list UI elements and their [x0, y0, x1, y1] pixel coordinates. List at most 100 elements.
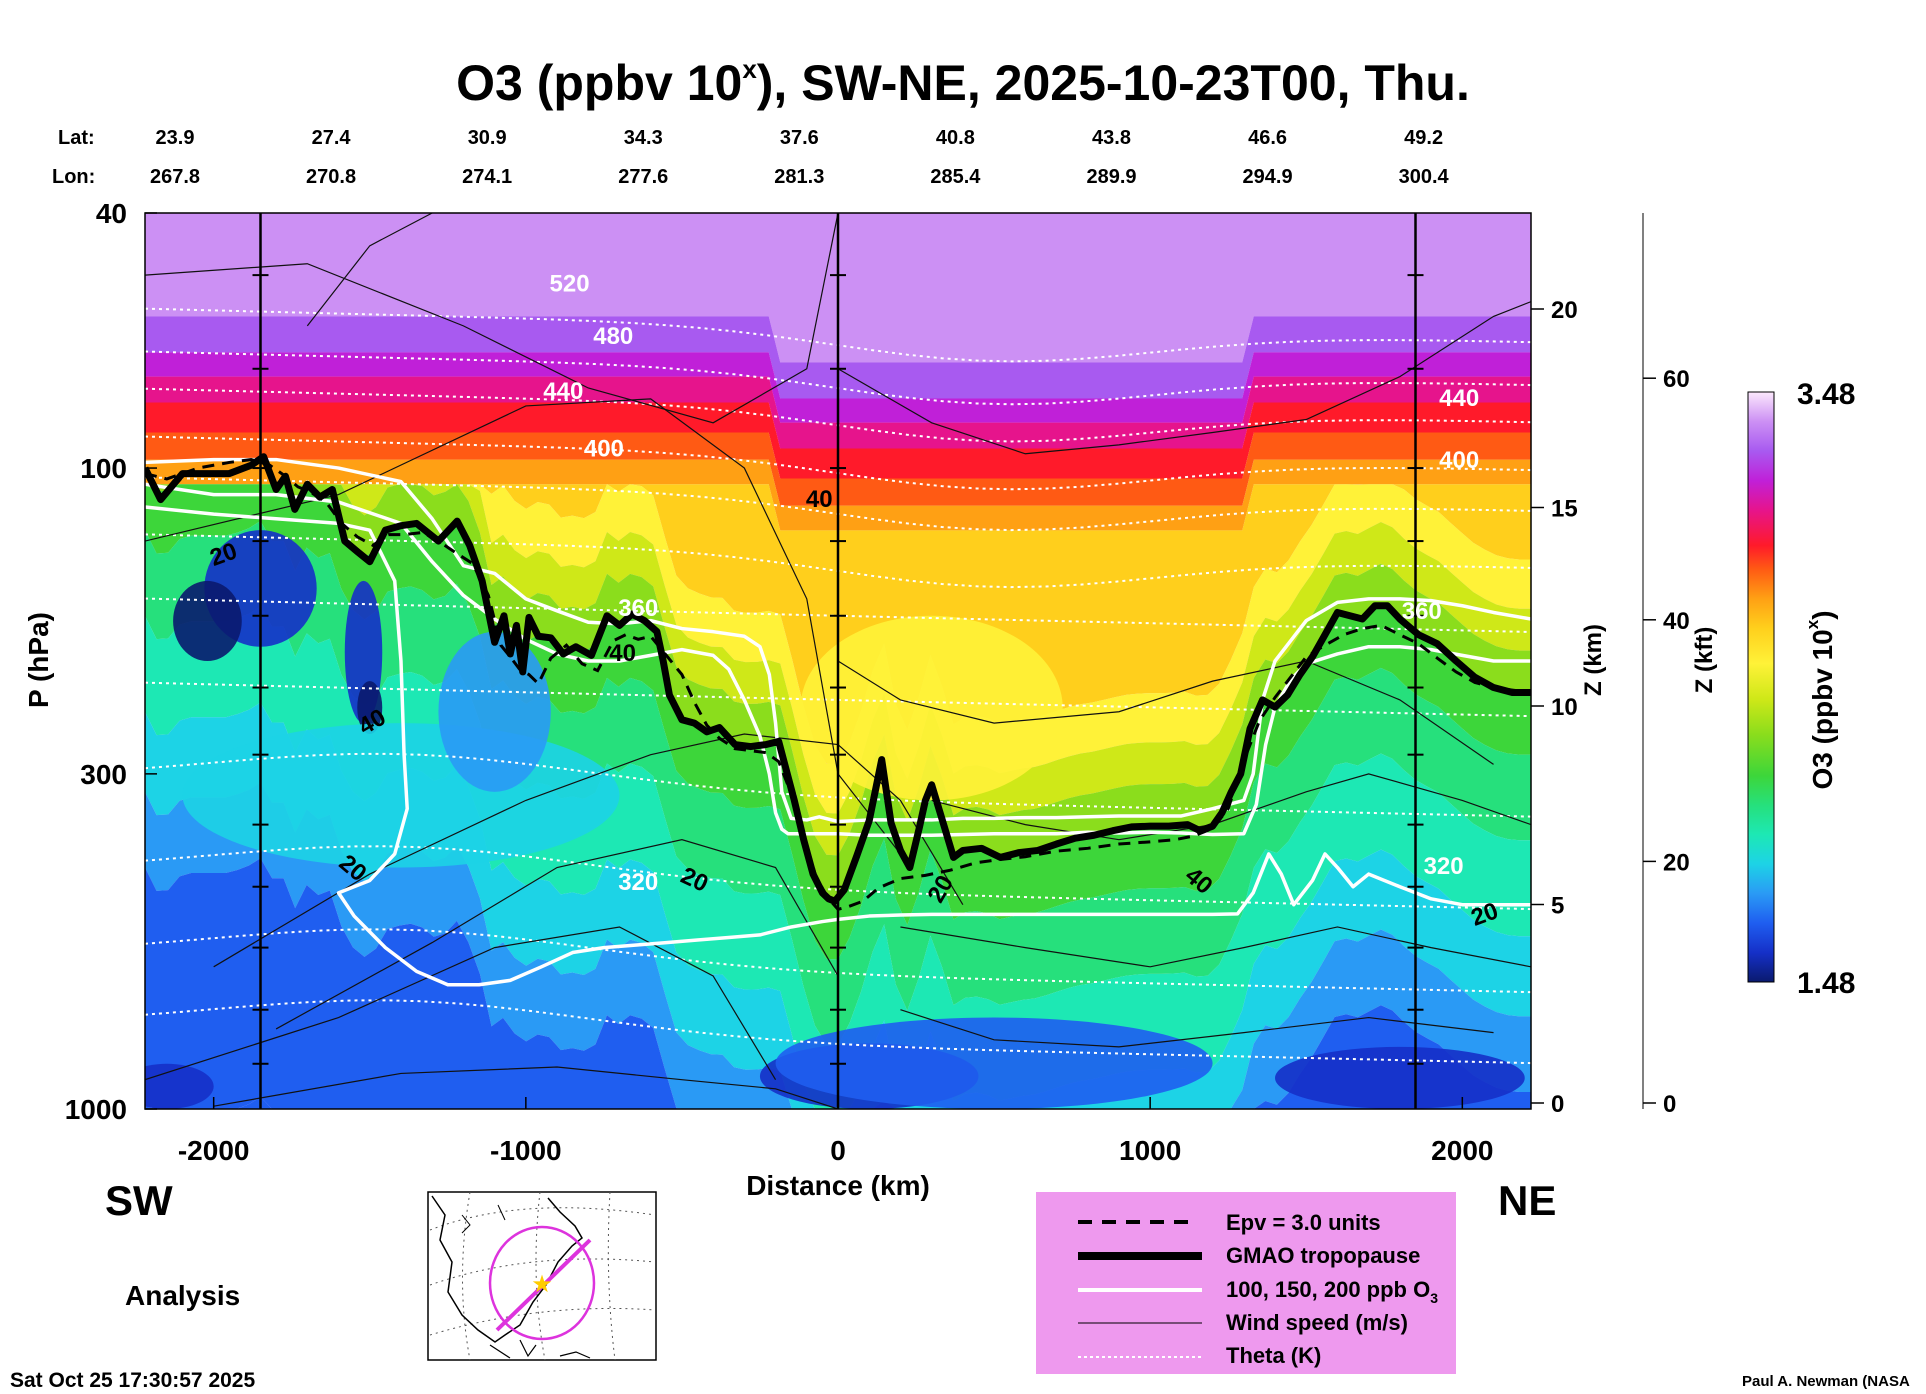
wind-contour	[306, 213, 433, 327]
lat-value: 40.8	[936, 127, 975, 149]
ozone-band	[145, 316, 1531, 399]
ozone-blob	[173, 580, 242, 661]
wind-contour	[900, 926, 1531, 968]
wind-speed-contours	[145, 213, 1531, 1109]
author-credit: Paul A. Newman (NASA	[1742, 1373, 1910, 1390]
x-axis-label: Distance (km)	[746, 1170, 930, 1201]
timestamp: Sat Oct 25 17:30:57 2025	[10, 1369, 255, 1392]
legend-label-wind: Wind speed (m/s)	[1226, 1310, 1408, 1335]
z-kft-tick-label: 40	[1663, 608, 1690, 635]
lon-value: 294.9	[1243, 166, 1293, 188]
lat-value: 30.9	[468, 127, 507, 149]
theta-label: 360	[618, 595, 658, 622]
lat-lon-header: 23.9 27.4 30.9 34.3 37.6 40.8 43.8 46.6 49.2 267.…	[150, 127, 1450, 188]
wind-contour	[213, 1066, 839, 1109]
inset-map-ellipse	[488, 1225, 596, 1341]
ozone-band	[145, 376, 1531, 449]
wind-contour	[145, 398, 901, 855]
y-tick-label: 100	[80, 453, 127, 484]
lat-header-label: Lat:	[58, 127, 95, 149]
lon-value: 281.3	[774, 166, 824, 188]
z-kft-tick-label: 60	[1663, 366, 1690, 393]
z-km-tick-label: 10	[1551, 694, 1578, 721]
colorbar-axis-label: O3 (ppbv 10x)	[1803, 610, 1838, 789]
wind-contour	[145, 926, 777, 1081]
theta-label: 320	[618, 869, 658, 896]
ozone-band	[145, 606, 1531, 1109]
legend-label-theta: Theta (K)	[1226, 1343, 1321, 1368]
lat-value: 34.3	[624, 127, 663, 149]
y-tick-label: 300	[80, 759, 127, 790]
theta-label: 400	[584, 436, 624, 463]
wind-contour	[275, 839, 839, 1030]
lon-value: 270.8	[306, 166, 356, 188]
lon-value: 277.6	[618, 166, 668, 188]
ozone-blob	[357, 681, 383, 735]
z-km-axis-label: Z (km)	[1580, 624, 1607, 696]
wind-contour	[837, 301, 1531, 455]
ozone-band	[145, 352, 1531, 423]
x-tick-label: 0	[830, 1135, 846, 1166]
legend: Epv = 3.0 units GMAO tropopause 100, 150…	[1036, 1192, 1456, 1374]
ozone-band	[145, 484, 1531, 814]
ozone-band	[145, 484, 1531, 856]
lat-value: 27.4	[312, 127, 352, 149]
lat-value: 43.8	[1092, 127, 1131, 149]
o3-white-contours	[145, 457, 1531, 987]
x-tick-label: 2000	[1431, 1135, 1493, 1166]
legend-label-o3: 100, 150, 200 ppb O3	[1226, 1277, 1438, 1306]
wind-contour	[931, 773, 1531, 841]
tropopause-line	[145, 453, 1531, 905]
z-km-tick-label: 5	[1551, 893, 1564, 920]
ozone-band	[145, 484, 1531, 898]
axes: -2000 -1000 0 1000 2000 40 100 300 1000 0 5 10 15 20 0…	[65, 198, 1690, 1166]
theta-label: 440	[1439, 385, 1479, 412]
theta-label: 360	[1402, 598, 1442, 625]
lon-value: 285.4	[930, 166, 981, 188]
lat-value: 46.6	[1248, 127, 1287, 149]
y-tick-label: 1000	[65, 1094, 127, 1125]
direction-sw: SW	[105, 1177, 173, 1224]
ozone-blob	[1275, 1046, 1525, 1109]
wind-contour	[837, 660, 1494, 765]
wind-label: 40	[806, 486, 833, 513]
ozone-blob	[438, 631, 551, 792]
x-tick-label: -1000	[490, 1135, 562, 1166]
lon-value: 289.9	[1086, 166, 1136, 188]
theta-label: 440	[543, 378, 583, 405]
colorbar-min-label: 1.48	[1797, 967, 1855, 1000]
o3-contour	[145, 482, 1531, 837]
x-tick-label: 1000	[1119, 1135, 1181, 1166]
ozone-band	[145, 484, 1531, 960]
ozone-band	[145, 459, 1531, 531]
lat-value: 23.9	[156, 127, 195, 149]
inset-map: ★	[427, 1191, 657, 1361]
lat-value: 49.2	[1404, 127, 1443, 149]
station-vertical-lines	[252, 213, 1424, 1109]
ozone-blob	[182, 723, 620, 868]
legend-label-tropopause: GMAO tropopause	[1226, 1243, 1420, 1268]
z-kft-axis-label: Z (kft)	[1691, 627, 1718, 694]
lon-header-label: Lon:	[52, 166, 95, 188]
theta-label: 400	[1439, 447, 1479, 474]
o3-contour	[145, 505, 1531, 987]
theta-label: 320	[1424, 853, 1464, 880]
direction-ne: NE	[1498, 1177, 1556, 1224]
inset-map-track	[495, 1238, 592, 1332]
ozone-blob	[775, 1017, 1213, 1109]
z-kft-tick-label: 20	[1663, 849, 1690, 876]
wind-contour	[900, 1009, 1494, 1048]
lon-value: 300.4	[1399, 166, 1450, 188]
theta-label: 480	[593, 323, 633, 350]
legend-label-epv: Epv = 3.0 units	[1226, 1210, 1381, 1235]
y-axis-label: P (hPa)	[23, 612, 54, 708]
wind-contour	[145, 213, 839, 424]
chart-title: O3 (ppbv 10x), SW-NE, 2025-10-23T00, Thu…	[456, 54, 1470, 111]
epv-line	[145, 458, 1531, 911]
z-kft-tick-label: 0	[1663, 1091, 1676, 1118]
analysis-label: Analysis	[125, 1280, 240, 1311]
lon-value: 267.8	[150, 166, 200, 188]
ozone-band	[145, 402, 1531, 479]
inset-map-star: ★	[531, 1271, 553, 1298]
